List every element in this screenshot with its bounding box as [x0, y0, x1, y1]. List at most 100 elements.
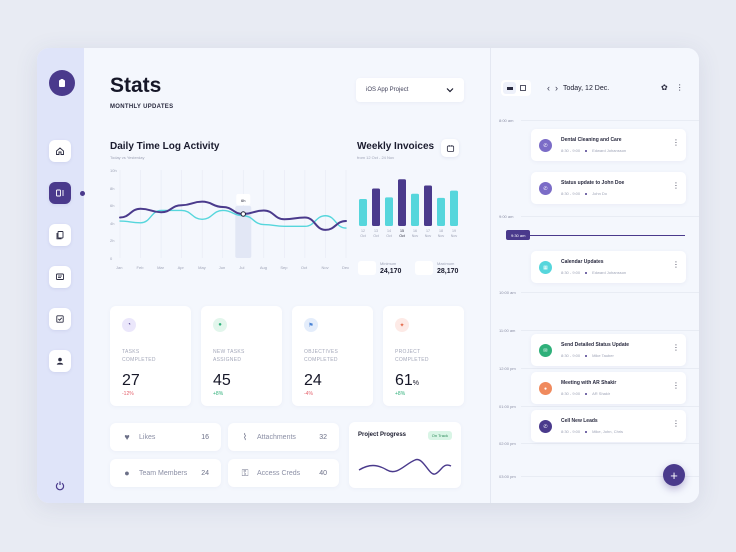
bar-label: Oct	[386, 234, 392, 238]
stat-card-objectives[interactable]: ⚑ OBJECTIVES COMPLETED 24 -4%	[292, 306, 373, 406]
sidebar-item-tasks[interactable]	[49, 308, 71, 330]
active-indicator	[80, 191, 85, 196]
more-vertical-icon[interactable]: ⋮	[672, 343, 680, 352]
pill-label: Access Creds	[257, 469, 301, 477]
separator-dot	[585, 430, 588, 433]
more-vertical-icon[interactable]: ⋮	[672, 419, 680, 428]
attachments-pill[interactable]: ⌇ Attachments 32	[228, 423, 339, 451]
calendar-event[interactable]: ✆ Dental Cleaning and Care 8:30 - 9:00 Ed…	[531, 129, 686, 161]
bar-label: Oct	[360, 234, 366, 238]
x-tick-label: Oct	[300, 265, 308, 270]
pie-icon: ◔	[127, 322, 131, 328]
time-label: 11:00 am	[499, 328, 516, 333]
hour-line	[521, 292, 699, 293]
calendar-event[interactable]: ● Meeting with AR Shakir 8:30 - 9:00 AR S…	[531, 372, 686, 404]
invoice-bar[interactable]	[437, 197, 445, 226]
access-creds-pill[interactable]: ⚿ Access Creds 40	[228, 459, 339, 487]
chevron-left-icon[interactable]: ‹	[547, 83, 550, 93]
time-label: 8:00 am	[499, 118, 514, 123]
view-toggle[interactable]	[501, 80, 531, 96]
app-logo[interactable]	[49, 70, 75, 96]
x-tick-label: Jun	[218, 265, 226, 270]
invoice-bar[interactable]	[398, 179, 406, 226]
card-value: 45	[213, 372, 231, 389]
invoice-bar[interactable]	[424, 185, 432, 226]
more-vertical-icon[interactable]: ⋮	[675, 83, 684, 92]
stat-card-project[interactable]: ✦ PROJECT COMPLETED 61% +8%	[383, 306, 464, 406]
stat-card-tasks-completed[interactable]: ◔ TASKS COMPLETED 27 -12%	[110, 306, 191, 406]
x-tick-label: May	[198, 265, 206, 270]
power-icon[interactable]	[54, 480, 66, 492]
time-log-title: Daily Time Log Activity	[110, 141, 220, 152]
more-vertical-icon[interactable]: ⋮	[672, 381, 680, 390]
x-tick-label: Jan	[116, 265, 123, 270]
invoice-bar[interactable]	[450, 190, 458, 226]
series-line-0[interactable]	[119, 200, 347, 231]
hover-point[interactable]	[240, 211, 246, 217]
separator-dot	[585, 271, 588, 274]
progress-sparkline	[358, 458, 452, 475]
sidebar-item-profile[interactable]	[49, 350, 71, 372]
y-tick-label: 8h	[110, 185, 115, 191]
invoices-calendar-button[interactable]	[441, 139, 459, 157]
chevron-right-icon[interactable]: ›	[555, 83, 558, 93]
meeting-icon: ●	[539, 382, 552, 395]
mail-icon: ✉	[539, 344, 552, 357]
card-change: +8%	[213, 391, 224, 397]
more-vertical-icon[interactable]: ⋮	[672, 181, 680, 190]
event-people: Mike, John, Chris	[592, 429, 624, 434]
list-view-button[interactable]	[503, 82, 516, 94]
dashboard-app: Stats MONTHLY UPDATES iOS App Project Da…	[37, 48, 699, 503]
sidebar	[37, 48, 85, 503]
x-tick-label: Dec	[342, 265, 350, 270]
invoice-bar[interactable]	[359, 198, 367, 226]
bar-label: Oct	[373, 234, 379, 238]
add-event-button[interactable]: +	[663, 464, 685, 486]
calendar-event[interactable]: ✆ Cell New Leads 8:30 - 9:00 Mike, John, …	[531, 410, 686, 442]
messages-icon	[56, 273, 64, 280]
project-progress-card[interactable]: Project Progress On Track	[349, 422, 461, 488]
sidebar-item-home[interactable]	[49, 140, 71, 162]
invoice-bar[interactable]	[385, 197, 393, 226]
separator-dot	[585, 354, 588, 357]
sidebar-item-messages[interactable]	[49, 266, 71, 288]
event-people: AR Shakir	[592, 391, 611, 396]
more-vertical-icon[interactable]: ⋮	[672, 260, 680, 269]
bar-label: Nov	[438, 234, 445, 238]
invoice-bar[interactable]	[411, 193, 419, 226]
event-meta: 8:30 - 9:00 Edward Johansson	[561, 270, 626, 275]
stat-card-new-tasks[interactable]: ● NEW TASKS ASSIGNED 45 +8%	[201, 306, 282, 406]
calendar-icon	[446, 144, 454, 152]
event-time: 8:30 - 9:00	[561, 391, 581, 396]
minimum-value: 24,170	[380, 268, 402, 275]
settings-icon[interactable]: ✿	[661, 83, 668, 92]
calendar-event[interactable]: ✆ Status update to John Doe 8:30 - 9:00 J…	[531, 172, 686, 204]
series-line-1[interactable]	[119, 209, 347, 229]
time-label: 10:00 am	[499, 290, 516, 295]
card-icon-bg: ◔	[122, 318, 136, 332]
invoice-bar[interactable]	[372, 188, 380, 226]
like-icon: ♥	[124, 432, 130, 442]
more-vertical-icon[interactable]: ⋮	[672, 138, 680, 147]
maximum-value: 28,170	[437, 268, 459, 275]
date-navigator: ‹ › Today, 12 Dec.	[547, 83, 609, 93]
likes-pill[interactable]: ♥ Likes 16	[110, 423, 221, 451]
bar-label: Oct	[399, 234, 405, 238]
card-value: 27	[122, 372, 140, 389]
sidebar-item-documents[interactable]	[49, 224, 71, 246]
grid-view-button[interactable]	[516, 82, 529, 94]
hour-line	[521, 216, 699, 217]
calendar-actions: ✿ ⋮	[661, 83, 684, 92]
current-time-badge: 9:30 am	[506, 230, 531, 240]
project-dropdown[interactable]: iOS App Project	[356, 78, 464, 102]
calendar-event[interactable]: ▦ Calendar Updates 8:30 - 9:00 Edward Joh…	[531, 251, 686, 283]
card-label: OBJECTIVES COMPLETED	[304, 349, 339, 363]
sidebar-item-dashboard[interactable]	[49, 182, 71, 204]
event-meta: 8:30 - 9:00 John Do	[561, 191, 607, 196]
calendar-event[interactable]: ✉ Send Detailed Status Update 8:30 - 9:0…	[531, 334, 686, 366]
team-members-pill[interactable]: ● Team Members 24	[110, 459, 221, 487]
hour-line	[521, 476, 699, 477]
x-tick-label: Apr	[177, 265, 184, 270]
event-time: 8:30 - 9:00	[561, 353, 581, 358]
project-dropdown-value: iOS App Project	[366, 87, 409, 93]
